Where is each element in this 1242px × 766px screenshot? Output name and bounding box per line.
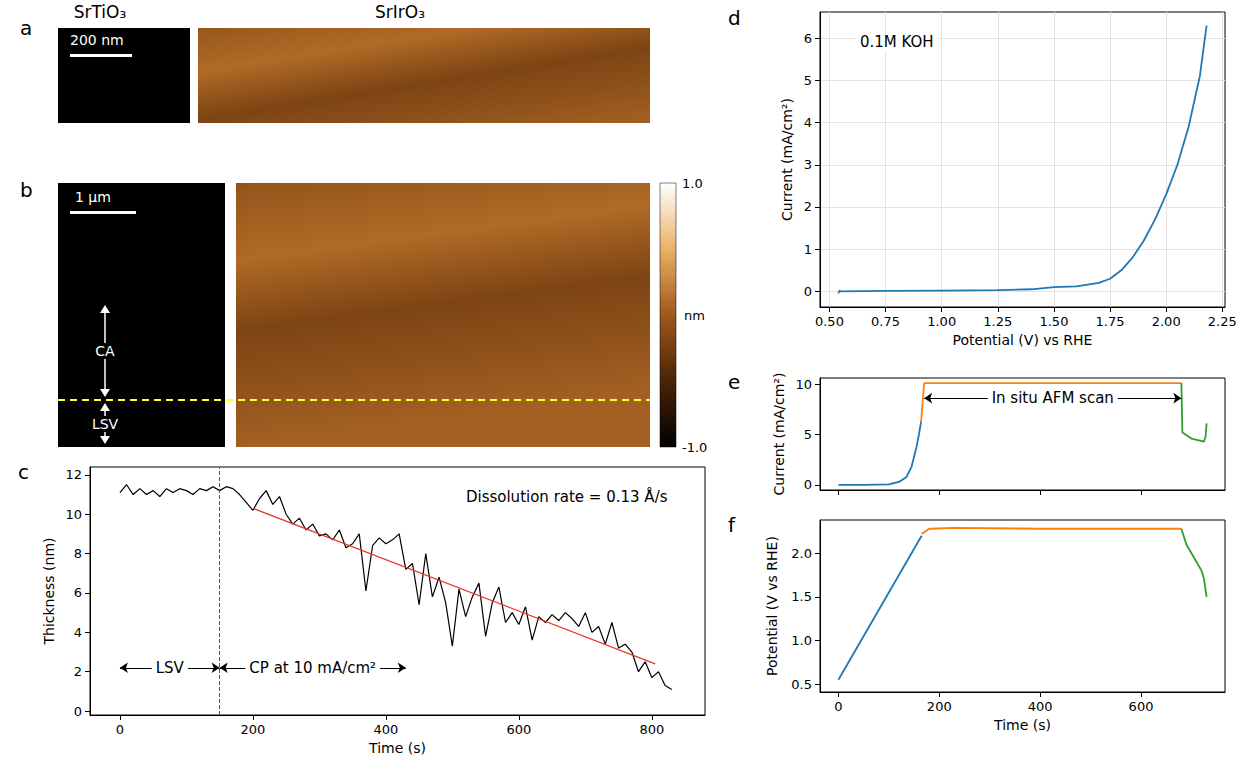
svg-text:1.5: 1.5 [791,589,812,604]
svg-text:2.25: 2.25 [1208,314,1237,329]
svg-text:LSV: LSV [156,659,185,677]
svg-text:Potential (V vs RHE): Potential (V vs RHE) [764,536,780,676]
svg-text:-1.0: -1.0 [682,440,707,455]
svg-text:4: 4 [74,625,82,640]
svg-text:0: 0 [804,284,812,299]
svg-text:nm: nm [684,308,705,323]
svg-text:10: 10 [795,377,812,392]
svg-text:0.75: 0.75 [871,314,900,329]
svg-text:Current (mA/cm²): Current (mA/cm²) [771,373,787,496]
svg-text:a: a [20,16,32,40]
svg-text:c: c [18,460,29,484]
svg-text:b: b [20,178,33,202]
svg-text:0: 0 [834,699,842,714]
svg-text:Time (s): Time (s) [993,717,1051,733]
svg-text:Dissolution rate = 0.13 Å/s: Dissolution rate = 0.13 Å/s [466,487,668,506]
svg-text:400: 400 [1028,699,1053,714]
svg-text:Thickness (nm): Thickness (nm) [41,537,57,645]
svg-text:0.1M KOH: 0.1M KOH [860,33,934,51]
svg-text:200: 200 [240,722,265,737]
svg-text:200 nm: 200 nm [70,32,124,48]
svg-text:2: 2 [804,199,812,214]
svg-text:10: 10 [65,507,82,522]
svg-text:0: 0 [804,477,812,492]
svg-text:CP at 10 mA/cm²: CP at 10 mA/cm² [249,659,376,677]
svg-text:Current (mA/cm²): Current (mA/cm²) [779,98,795,221]
svg-text:Time (s): Time (s) [368,740,426,756]
svg-text:2.00: 2.00 [1152,314,1181,329]
svg-text:6: 6 [74,585,82,600]
svg-text:5: 5 [804,73,812,88]
svg-text:600: 600 [1129,699,1154,714]
svg-text:0.5: 0.5 [791,677,812,692]
svg-text:200: 200 [927,699,952,714]
svg-text:e: e [728,370,740,394]
svg-text:1 μm: 1 μm [75,189,111,205]
svg-text:Potential (V) vs RHE: Potential (V) vs RHE [953,332,1093,348]
svg-text:6: 6 [804,31,812,46]
svg-text:1.0: 1.0 [791,633,812,648]
svg-text:5: 5 [804,427,812,442]
svg-text:d: d [728,6,741,30]
svg-text:12: 12 [65,467,82,482]
svg-text:3: 3 [804,157,812,172]
svg-text:2.0: 2.0 [791,546,812,561]
svg-text:1.00: 1.00 [927,314,956,329]
svg-text:800: 800 [639,722,664,737]
svg-text:f: f [728,513,736,537]
svg-text:SrTiO₃: SrTiO₃ [74,2,127,22]
svg-text:1: 1 [804,242,812,257]
svg-text:1.50: 1.50 [1039,314,1068,329]
svg-text:400: 400 [373,722,398,737]
svg-text:4: 4 [804,115,812,130]
svg-text:1.75: 1.75 [1096,314,1125,329]
svg-text:LSV: LSV [92,416,119,432]
svg-text:0: 0 [74,704,82,719]
svg-text:0.50: 0.50 [815,314,844,329]
svg-text:1.25: 1.25 [983,314,1012,329]
svg-text:In situ AFM scan: In situ AFM scan [992,389,1114,407]
svg-text:600: 600 [506,722,531,737]
svg-text:0: 0 [116,722,124,737]
svg-text:8: 8 [74,546,82,561]
svg-text:CA: CA [95,343,115,359]
svg-text:SrIrO₃: SrIrO₃ [375,2,425,22]
svg-text:1.0: 1.0 [682,176,703,191]
svg-text:2: 2 [74,664,82,679]
